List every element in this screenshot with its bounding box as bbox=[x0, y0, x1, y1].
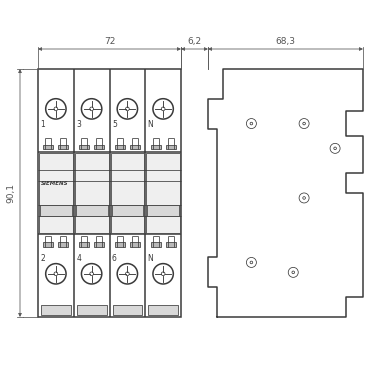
Bar bbox=[166, 243, 176, 247]
Bar bbox=[38, 69, 181, 317]
Bar bbox=[146, 153, 180, 233]
Bar bbox=[76, 205, 107, 216]
Bar bbox=[166, 145, 176, 149]
Bar bbox=[79, 243, 89, 247]
Bar bbox=[130, 243, 140, 247]
Bar bbox=[44, 243, 54, 247]
Text: 2: 2 bbox=[40, 254, 45, 263]
Bar bbox=[59, 243, 69, 247]
Text: 72: 72 bbox=[104, 37, 115, 45]
Text: SIEMENS: SIEMENS bbox=[41, 181, 69, 186]
Bar bbox=[40, 205, 72, 216]
Text: 4: 4 bbox=[76, 254, 81, 263]
Text: 1: 1 bbox=[40, 120, 45, 129]
Bar bbox=[115, 145, 125, 149]
Text: 6,2: 6,2 bbox=[187, 37, 202, 45]
Text: 6: 6 bbox=[112, 254, 117, 263]
Bar bbox=[151, 243, 161, 247]
Bar bbox=[41, 305, 71, 315]
Bar bbox=[75, 153, 109, 233]
Bar bbox=[39, 153, 73, 233]
Text: 5: 5 bbox=[112, 120, 117, 129]
Text: 3: 3 bbox=[76, 120, 81, 129]
Bar bbox=[110, 153, 144, 233]
Bar bbox=[94, 243, 104, 247]
Bar bbox=[130, 145, 140, 149]
Bar bbox=[77, 305, 107, 315]
Bar bbox=[151, 145, 161, 149]
Bar bbox=[79, 145, 89, 149]
Text: 90,1: 90,1 bbox=[6, 183, 15, 203]
Bar bbox=[147, 205, 179, 216]
Text: N: N bbox=[148, 120, 154, 129]
Bar bbox=[94, 145, 104, 149]
Text: N: N bbox=[148, 254, 154, 263]
Bar bbox=[148, 305, 178, 315]
Bar bbox=[44, 145, 54, 149]
Bar bbox=[112, 305, 142, 315]
Bar bbox=[115, 243, 125, 247]
Text: 68,3: 68,3 bbox=[276, 37, 296, 45]
Bar bbox=[59, 145, 69, 149]
Bar bbox=[112, 205, 143, 216]
